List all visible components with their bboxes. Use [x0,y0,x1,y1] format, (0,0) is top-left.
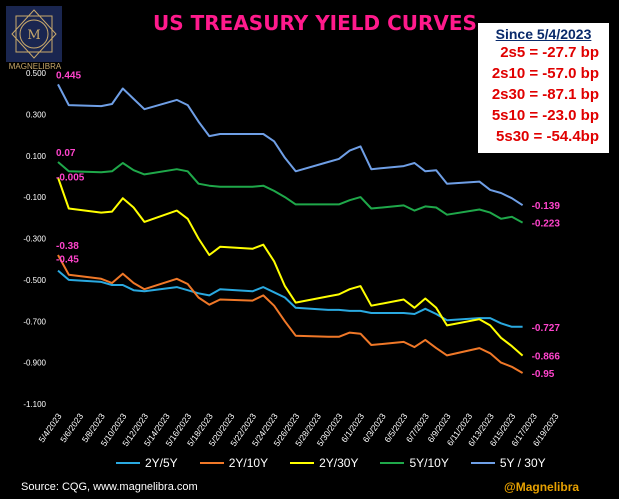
svg-text:M: M [27,28,40,43]
stat-row-2s10: 2s10 = -57.0 bp [491,65,599,82]
y-tick-label: -0.900 [23,359,46,368]
legend-item-2y30y: 2Y/30Y [290,456,358,470]
legend-swatch [116,462,140,464]
data-label: 0.445 [56,70,81,81]
y-axis: 0.500 0.300 0.100 -0.100 -0.300 -0.500 -0.700 -… [23,69,46,409]
legend-label: 2Y/30Y [319,456,359,470]
y-tick-label: 0.300 [26,110,47,119]
series-lines [57,83,524,374]
series-line [57,254,524,374]
data-label: -0.005 [56,172,85,183]
data-label: -0.727 [532,323,561,334]
y-tick-label: 0.500 [26,69,47,78]
stats-header: Since 5/4/2023 [495,26,592,42]
legend-label: 2Y/5Y [145,456,178,470]
stat-row-5s30: 5s30 = -54.4bp [496,128,599,145]
series-line [57,177,524,357]
data-label: -0.866 [532,352,561,363]
data-label: 0.07 [56,148,76,159]
y-tick-label: -0.300 [23,235,46,244]
y-tick-label: -0.500 [23,276,46,285]
stat-row-2s30: 2s30 = -87.1 bp [491,86,599,103]
series-line [57,269,523,328]
y-tick-label: -1.100 [23,400,46,409]
twitter-handle: @Magnelibra [504,480,580,494]
legend-label: 5Y / 30Y [499,456,546,470]
chart-title: US TREASURY YIELD CURVES [153,11,477,35]
data-label: -0.139 [532,201,561,212]
legend-item-5y30y: 5Y / 30Y [470,456,546,470]
stats-box: Since 5/4/2023 2s5 = -27.7 bp 2s10 = -57… [478,23,609,153]
series-line [57,161,524,224]
data-label: -0.45 [56,255,79,266]
stat-row-5s10: 5s10 = -23.0 bp [491,107,599,124]
data-label: -0.95 [532,369,555,380]
x-axis: 5/4/20235/6/20235/8/20235/10/20235/12/20… [36,411,560,448]
legend-swatch [290,462,315,464]
legend-item-2y10y: 2Y/10Y [199,456,269,470]
legend-label: 2Y/10Y [228,456,269,470]
magnelibra-logo-icon: M [6,6,62,62]
annotations: 0.445 0.07 -0.005 -0.38 -0.45 -0.139 -0.223 -0.… [56,70,560,380]
y-tick-label: 0.100 [26,152,47,161]
source-note: Source: CQG, www.magnelibra.com [21,481,198,493]
logo-name: MAGNELIBRA [8,62,62,71]
legend-label: 5Y/10Y [409,456,449,470]
stat-row-2s5: 2s5 = -27.7 bp [500,44,599,61]
legend-swatch [470,462,495,464]
legend-item-2y5y: 2Y/5Y [116,456,178,470]
data-label: -0.223 [532,219,561,230]
legend-swatch [380,462,405,464]
chart-legend: 2Y/5Y 2Y/10Y 2Y/30Y 5Y/10Y 5Y / 30Y [116,456,568,470]
y-tick-label: -0.700 [23,317,46,326]
legend-swatch [199,462,224,464]
series-line [57,83,524,207]
y-tick-label: -0.100 [23,193,46,202]
legend-item-5y10y: 5Y/10Y [380,456,449,470]
data-label: -0.38 [56,241,79,252]
